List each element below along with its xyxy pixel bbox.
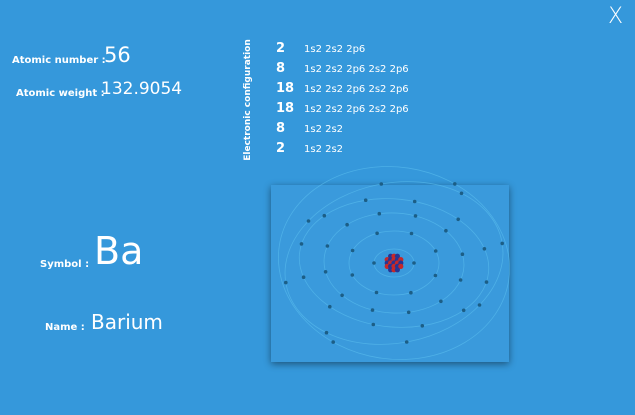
electron-dot <box>409 290 413 295</box>
symbol-value: Ba <box>94 229 144 273</box>
electron-dot <box>453 182 457 186</box>
electron-dot <box>306 219 311 223</box>
atomic-weight-value: 132.9054 <box>101 79 183 99</box>
electron-dot <box>412 199 417 204</box>
electron-dot <box>345 222 349 227</box>
electron-dot <box>461 308 466 313</box>
electron-dot <box>477 303 482 307</box>
electron-dot <box>456 217 461 222</box>
nucleon <box>398 263 404 269</box>
atomic-weight-label: Atomic weight : <box>16 88 105 99</box>
electronic-configuration-list: 2 1s2 2s2 2p6 8 1s2 2s2 2p6 2s2 2p6 18 1… <box>276 41 436 161</box>
shell-electron-count: 8 <box>276 121 286 136</box>
shell-orbitals: 1s2 2s2 2p6 2s2 2p6 <box>304 64 409 75</box>
name-value: Barium <box>91 310 163 334</box>
electron-dot <box>482 247 487 251</box>
orbit-ring <box>284 181 504 345</box>
electron-dot <box>404 340 409 344</box>
electron-dot <box>324 330 329 335</box>
electron-dot <box>301 275 306 280</box>
electron-dot <box>409 231 414 236</box>
electron-dot <box>350 248 355 253</box>
electron-dot <box>500 241 505 246</box>
name-label: Name : <box>45 322 85 333</box>
electrons <box>284 182 505 344</box>
atomic-number-label: Atomic number : <box>12 55 106 66</box>
shell-electron-count: 8 <box>276 61 286 76</box>
electron-dot <box>433 273 438 278</box>
electron-dot <box>371 322 376 327</box>
shell-orbitals: 1s2 2s2 2p6 2s2 2p6 <box>304 84 409 95</box>
electron-dot <box>458 278 463 282</box>
electron-dot <box>374 290 379 295</box>
shell-orbitals: 1s2 2s2 <box>304 144 344 155</box>
electron-dot <box>325 244 330 248</box>
orbit-ring <box>298 198 490 328</box>
electron-dot <box>459 191 464 196</box>
electron-dot <box>444 228 448 233</box>
shell-orbitals: 1s2 2s2 <box>304 124 344 135</box>
electron-dot <box>340 293 344 298</box>
nucleus <box>384 253 404 273</box>
electron-dot <box>412 261 416 265</box>
orbit-ring <box>278 166 510 360</box>
electron-dot <box>331 340 336 344</box>
shell-electron-count: 18 <box>276 81 295 96</box>
shell-electron-count: 2 <box>276 141 286 156</box>
shell-orbitals: 1s2 2s2 2p6 2s2 2p6 <box>304 104 409 115</box>
shell-electron-count: 2 <box>276 41 286 56</box>
electron-dot <box>406 310 411 315</box>
electron-dot <box>350 273 355 277</box>
electron-dot <box>322 213 327 218</box>
atom-model-panel[interactable] <box>271 185 509 362</box>
electron-dot <box>413 214 418 218</box>
shell-orbitals: 1s2 2s2 2p6 <box>304 44 366 55</box>
electron-dot <box>484 280 489 284</box>
electron-dot <box>328 304 332 309</box>
shell-electron-count: 18 <box>276 101 295 116</box>
symbol-label: Symbol : <box>40 259 90 270</box>
electron-dot <box>460 252 465 256</box>
electron-dot <box>323 270 328 274</box>
electron-dot <box>363 198 368 202</box>
atomic-number-value: 56 <box>104 43 131 67</box>
electron-dot <box>370 308 375 312</box>
orbit-ring <box>348 230 440 296</box>
electron-dot <box>377 211 382 216</box>
electron-dot <box>284 280 288 285</box>
close-button[interactable]: X <box>608 4 624 29</box>
electron-dot <box>420 324 425 328</box>
electron-dot <box>433 249 438 253</box>
nucleon <box>394 267 400 273</box>
electron-dot <box>299 242 304 246</box>
electron-dot <box>372 261 376 265</box>
electron-dot <box>375 231 379 236</box>
electron-orbits <box>278 166 510 360</box>
orbit-ring <box>323 212 465 314</box>
electron-dot <box>379 182 384 186</box>
electron-dot <box>439 299 443 304</box>
